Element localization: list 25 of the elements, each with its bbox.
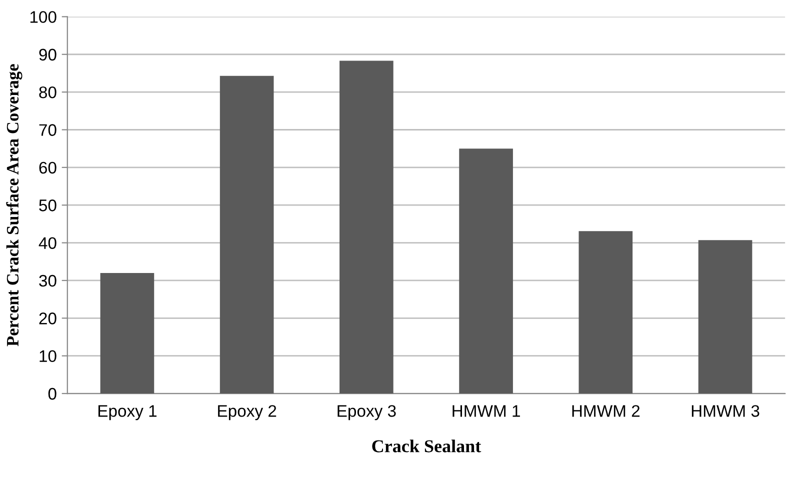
bar	[100, 272, 154, 394]
x-tick-label: HMWM 2	[572, 405, 640, 417]
x-tick-label: Epoxy 3	[338, 405, 396, 420]
y-tick-label: 10	[40, 350, 56, 362]
y-tick-label: 100	[30, 11, 56, 23]
x-tick-label: HMWM 3	[692, 405, 760, 417]
bar	[340, 60, 394, 394]
y-tick-label: 60	[39, 162, 56, 174]
y-tick-label: 90	[39, 48, 56, 61]
bar	[578, 231, 633, 394]
x-tick-label: Epoxy 2	[218, 405, 276, 420]
y-tick-label: 70	[39, 124, 56, 136]
bar	[220, 76, 274, 394]
y-tick-label: 40	[38, 237, 56, 249]
bar	[698, 240, 752, 394]
x-tick-label: HMWM 1	[452, 405, 520, 417]
bar	[459, 148, 513, 394]
y-tick-label: 80	[39, 86, 56, 98]
x-tick-label: Epoxy 1	[98, 405, 157, 420]
y-axis-title: Percent Crack Surface Area Coverage	[6, 64, 22, 346]
y-tick-label: 20	[39, 312, 56, 324]
y-tick-label: 30	[39, 274, 56, 287]
x-axis-title: Crack Sealant	[372, 440, 482, 452]
y-tick-label: 50	[39, 200, 56, 212]
y-tick-label: 0	[48, 388, 56, 400]
